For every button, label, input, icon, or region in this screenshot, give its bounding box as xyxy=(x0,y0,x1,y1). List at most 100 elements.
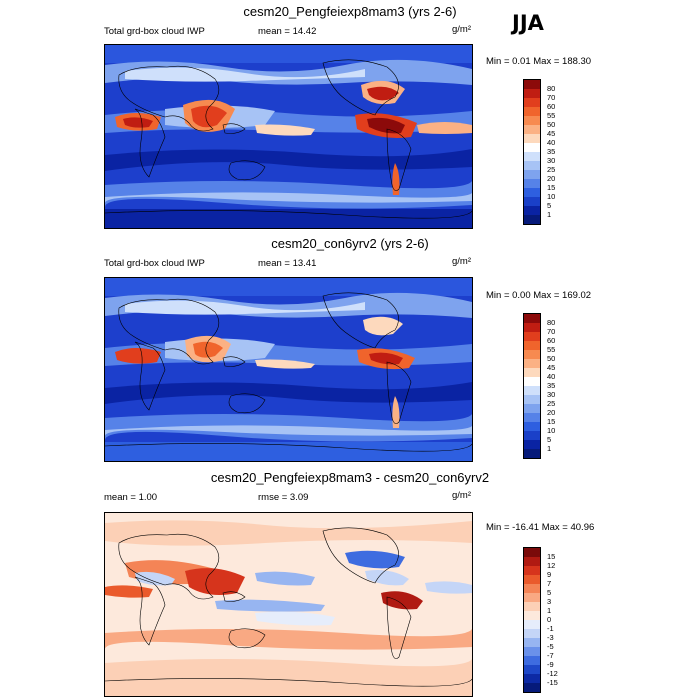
panel-1-colorbar-tick-label: 30 xyxy=(547,156,556,165)
panel-1-colorbar-swatch xyxy=(524,197,540,206)
panel-2-units: g/m² xyxy=(452,256,471,267)
panel-2-colorbar-swatch xyxy=(524,404,540,413)
panel-1-minmax: Min = 0.01 Max = 188.30 xyxy=(486,56,592,67)
panel-3-colorbar-swatch xyxy=(524,575,540,584)
panel-3-colorbar-tick-label: 12 xyxy=(547,561,556,570)
panel-1-colorbar-tick-label: 70 xyxy=(547,93,556,102)
panel-1-colorbar-tick-label: 20 xyxy=(547,174,556,183)
panel-2-colorbar-swatch xyxy=(524,440,540,449)
panel-2-map xyxy=(104,277,473,462)
panel-3-colorbar-swatch xyxy=(524,611,540,620)
panel-1-colorbar-tick-label: 60 xyxy=(547,102,556,111)
panel-3-mean-label: mean = 1.00 xyxy=(104,492,158,503)
panel-3-colorbar-swatch xyxy=(524,674,540,683)
panel-1-colorbar-tick-label: 40 xyxy=(547,138,556,147)
panel-2-coastlines xyxy=(105,292,472,452)
panel-2-colorbar-swatch xyxy=(524,323,540,332)
panel-1-colorbar-swatch xyxy=(524,116,540,125)
panel-2-colorbar-tick-label: 80 xyxy=(547,318,556,327)
panel-2-colorbar-swatch xyxy=(524,350,540,359)
panel-2-colorbar-swatch xyxy=(524,314,540,323)
panel-1-colorbar-tick-label: 5 xyxy=(547,201,552,210)
panel-3-colorbar-tick-label: -7 xyxy=(547,651,554,660)
panel-3-colorbar-swatch xyxy=(524,683,540,692)
panel-2-colorbar-swatch xyxy=(524,332,540,341)
panel-2-colorbar-tick-label: 20 xyxy=(547,408,556,417)
panel-3-colorbar-swatch xyxy=(524,656,540,665)
panel-2-colorbar-tick-label: 50 xyxy=(547,354,556,363)
panel-3-colorbar-tick-label: 3 xyxy=(547,597,552,606)
panel-2-colorbar-swatch xyxy=(524,422,540,431)
panel-2-colorbar-tick-label: 25 xyxy=(547,399,556,408)
panel-2-colorbar-swatch xyxy=(524,386,540,395)
panel-1-colorbar-tick-label: 1 xyxy=(547,210,552,219)
panel-2-colorbar-swatch xyxy=(524,377,540,386)
panel-2-mean-label: mean = 13.41 xyxy=(258,258,317,269)
panel-2-variable-label: Total grd-box cloud IWP xyxy=(104,258,205,269)
panel-3-colorbar-tick-label: -12 xyxy=(547,669,558,678)
panel-2-colorbar-tick-label: 60 xyxy=(547,336,556,345)
panel-3-colorbar-tick-label: 7 xyxy=(547,579,552,588)
panel-2-field-shading xyxy=(105,278,472,461)
panel-2-colorbar-tick-label: 40 xyxy=(547,372,556,381)
panel-2-colorbar-swatch xyxy=(524,359,540,368)
panel-3-colorbar-swatch xyxy=(524,629,540,638)
panel-1-colorbar-swatch xyxy=(524,170,540,179)
panel-2-colorbar-tick-label: 10 xyxy=(547,426,556,435)
panel-1-colorbar-tick-label: 50 xyxy=(547,120,556,129)
panel-3-colorbar-swatch xyxy=(524,566,540,575)
panel-3-minmax: Min = -16.41 Max = 40.96 xyxy=(486,522,595,533)
panel-2-colorbar-tick-label: 35 xyxy=(547,381,556,390)
panel-2-colorbar-tick-label: 55 xyxy=(547,345,556,354)
panel-2-colorbar-swatch xyxy=(524,341,540,350)
panel-1-colorbar-swatch xyxy=(524,206,540,215)
panel-1-colorbar-tick-label: 80 xyxy=(547,84,556,93)
panel-3-colorbar xyxy=(523,547,541,693)
panel-2-colorbar-tick-label: 30 xyxy=(547,390,556,399)
panel-3-colorbar-swatch xyxy=(524,584,540,593)
panel-1-map xyxy=(104,44,473,229)
panel-2-colorbar-swatch xyxy=(524,449,540,458)
panel-3-colorbar-swatch xyxy=(524,638,540,647)
panel-1-colorbar-swatch xyxy=(524,89,540,98)
panel-1-colorbar-tick-label: 10 xyxy=(547,192,556,201)
panel-3-colorbar-tick-label: -5 xyxy=(547,642,554,651)
panel-1-variable-label: Total grd-box cloud IWP xyxy=(104,26,205,37)
panel-1-colorbar-swatch xyxy=(524,143,540,152)
panel-2-colorbar-swatch xyxy=(524,413,540,422)
panel-3-colorbar-tick-label: -3 xyxy=(547,633,554,642)
panel-1-colorbar-swatch xyxy=(524,107,540,116)
panel-3-coastlines xyxy=(105,527,472,687)
panel-1-colorbar-swatch xyxy=(524,188,540,197)
panel-2-colorbar-tick-label: 45 xyxy=(547,363,556,372)
panel-1-colorbar-swatch xyxy=(524,152,540,161)
panel-2-colorbar-tick-label: 15 xyxy=(547,417,556,426)
panel-3-colorbar-swatch xyxy=(524,548,540,557)
panel-1-colorbar-swatch xyxy=(524,215,540,224)
panel-1-colorbar-swatch xyxy=(524,98,540,107)
panel-3-units: g/m² xyxy=(452,490,471,501)
panel-1-colorbar-swatch xyxy=(524,179,540,188)
panel-3-field-shading xyxy=(105,520,472,696)
panel-3-colorbar-tick-label: -1 xyxy=(547,624,554,633)
panel-3-colorbar-tick-label: -9 xyxy=(547,660,554,669)
season-label: JJA xyxy=(512,11,544,35)
panel-1-colorbar-tick-label: 25 xyxy=(547,165,556,174)
panel-3-colorbar-tick-label: 5 xyxy=(547,588,552,597)
panel-2-colorbar-swatch xyxy=(524,368,540,377)
panel-1-mean-label: mean = 14.42 xyxy=(258,26,317,37)
panel-1-colorbar-tick-label: 35 xyxy=(547,147,556,156)
panel-3-colorbar-tick-label: 15 xyxy=(547,552,556,561)
panel-1-coastlines xyxy=(105,59,472,219)
panel-1-colorbar-swatch xyxy=(524,161,540,170)
panel-3-colorbar-tick-label: 9 xyxy=(547,570,552,579)
panel-3-colorbar-swatch xyxy=(524,602,540,611)
panel-2-title: cesm20_con6yrv2 (yrs 2-6) xyxy=(271,236,429,251)
panel-1-field-shading xyxy=(105,45,472,228)
panel-3-title: cesm20_Pengfeiexp8mam3 - cesm20_con6yrv2 xyxy=(210,470,490,485)
panel-3-colorbar-swatch xyxy=(524,593,540,602)
panel-3-rmse-label: rmse = 3.09 xyxy=(258,492,309,503)
panel-3-colorbar-tick-label: -15 xyxy=(547,678,558,687)
panel-2-colorbar-swatch xyxy=(524,395,540,404)
panel-3-colorbar-swatch xyxy=(524,557,540,566)
